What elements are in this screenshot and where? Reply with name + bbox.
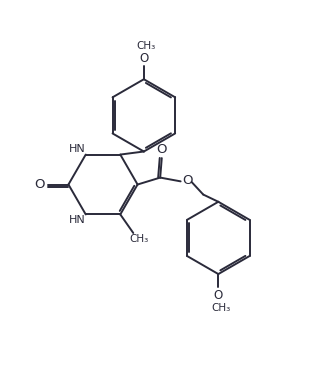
Text: CH₃: CH₃ (211, 303, 230, 313)
Text: CH₃: CH₃ (137, 41, 156, 50)
Text: CH₃: CH₃ (129, 234, 149, 244)
Text: O: O (139, 52, 149, 65)
Text: O: O (34, 178, 45, 191)
Text: O: O (156, 143, 167, 156)
Text: HN: HN (69, 144, 85, 154)
Text: HN: HN (69, 215, 85, 225)
Text: O: O (214, 289, 223, 301)
Text: O: O (182, 174, 193, 187)
